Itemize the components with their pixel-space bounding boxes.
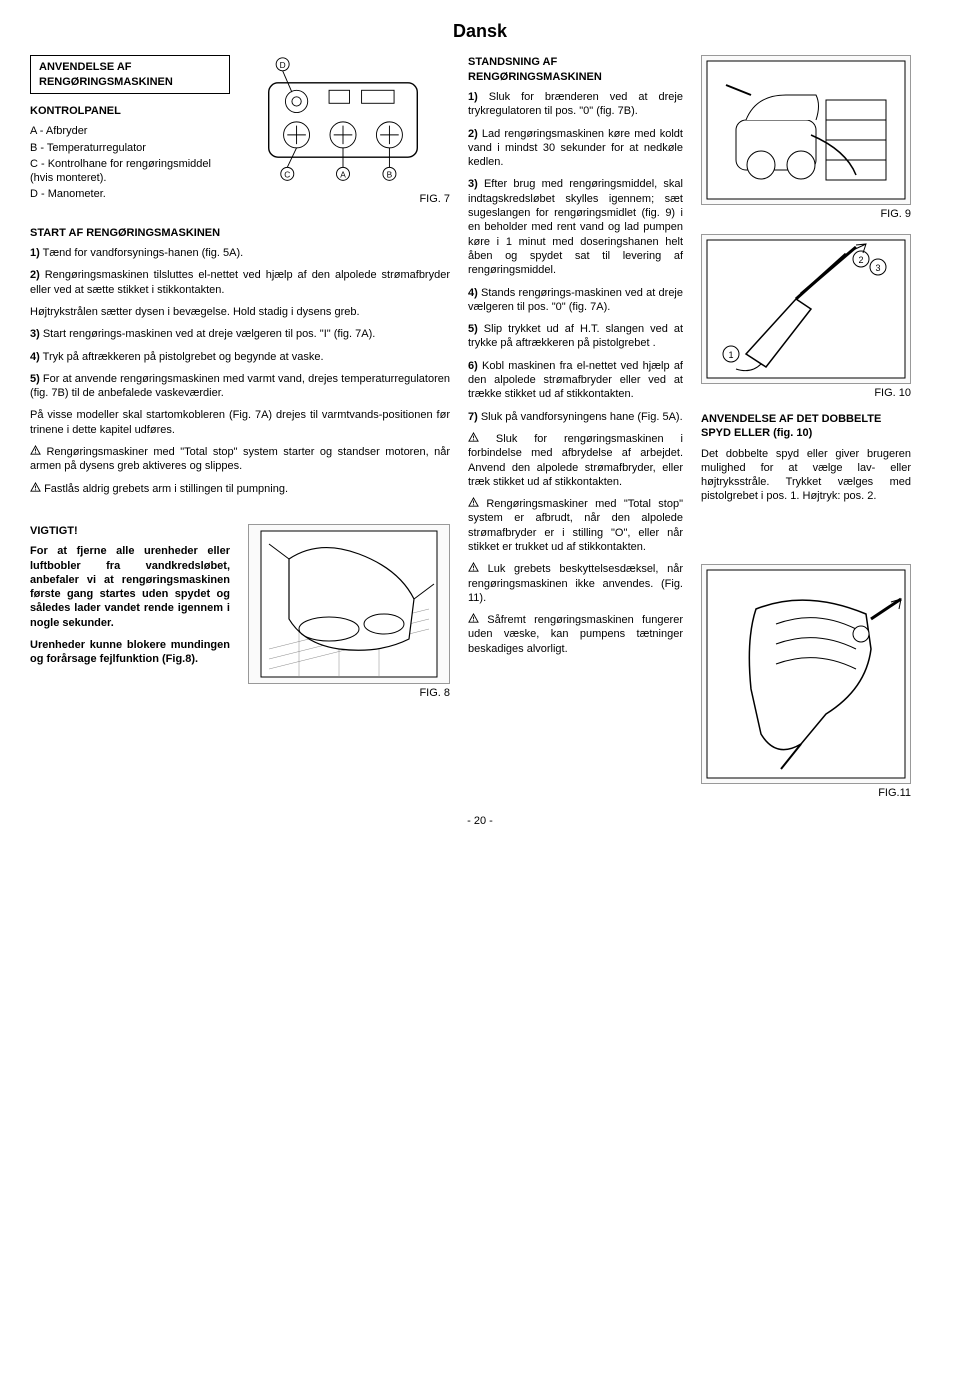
heading-start: START AF RENGØRINGSMASKINEN [30, 226, 450, 240]
fig9-label: FIG. 9 [701, 207, 911, 221]
warning-icon [468, 432, 479, 443]
p7-text: Fastlås aldrig grebets arm i stillingen … [44, 483, 288, 495]
mid-warn4: Såfremt rengøringsmaskinen fungerer uden… [468, 613, 683, 656]
column-left: ANVENDELSE AF RENGØRINGSMASKINEN KONTROL… [30, 55, 450, 800]
heading-standsning: STANDSNING AF RENGØRINGSMASKINEN [468, 55, 683, 84]
m2-text: Lad rengøringsmaskinen køre med koldt va… [468, 128, 683, 169]
m3-lead: 3) [468, 178, 478, 190]
control-d: D - Manometer. [30, 187, 230, 201]
svg-text:D: D [280, 60, 286, 70]
control-a: A - Afbryder [30, 124, 230, 138]
svg-text:C: C [284, 170, 290, 180]
p4-lead: 4) [30, 351, 40, 363]
m6-text: Kobl maskinen fra el-nettet ved hjælp af… [468, 360, 683, 401]
svg-text:3: 3 [875, 263, 880, 273]
left-p2: 2) Rengøringsmaskinen tilsluttes el-nett… [30, 268, 450, 297]
warn3-text: Luk grebets beskyttelsesdæksel, når reng… [468, 563, 683, 604]
mid-p2: 2) Lad rengøringsmaskinen køre med koldt… [468, 127, 683, 170]
page-title: Dansk [30, 20, 930, 43]
warn4-text: Såfremt rengøringsmaskinen fungerer uden… [468, 614, 683, 655]
p2-text: Rengøringsmaskinen tilsluttes el-nettet … [30, 269, 450, 295]
m1-lead: 1) [468, 91, 478, 103]
svg-text:A: A [340, 170, 346, 180]
figure-8 [248, 524, 450, 684]
column-mid: STANDSNING AF RENGØRINGSMASKINEN 1) Sluk… [468, 55, 683, 800]
figure-9 [701, 55, 911, 205]
figure-10: 2 3 1 [701, 234, 911, 384]
warning-icon [468, 613, 479, 624]
svg-text:2: 2 [858, 255, 863, 265]
control-c: C - Kontrolhane for rengøringsmiddel (hv… [30, 157, 230, 186]
figure-11 [701, 564, 911, 784]
p1-lead: 1) [30, 247, 40, 259]
vigtigt-p2: Urenheder kunne blokere mundingen og for… [30, 638, 230, 667]
left-p7: Fastlås aldrig grebets arm i stillingen … [30, 482, 450, 496]
mid-warn1: Sluk for rengøringsmaskinen i forbindels… [468, 432, 683, 489]
fig7-label: FIG. 7 [248, 192, 450, 206]
warning-icon [468, 562, 479, 573]
warning-icon [468, 497, 479, 508]
section-box-usage: ANVENDELSE AF RENGØRINGSMASKINEN [30, 55, 230, 94]
p5-text: For at anvende rengøringsmaskinen med va… [30, 373, 450, 399]
left-p2b: Højtrykstrålen sætter dysen i bevægelse.… [30, 305, 450, 319]
mid-warn3: Luk grebets beskyttelsesdæksel, når reng… [468, 562, 683, 605]
m5-text: Slip trykket ud af H.T. slangen ved at t… [468, 323, 683, 349]
warn1-text: Sluk for rengøringsmaskinen i forbindels… [468, 433, 683, 488]
m4-lead: 4) [468, 287, 478, 299]
mid-p1: 1) Sluk for brænderen ved at dreje trykr… [468, 90, 683, 119]
left-p3: 3) Start rengørings-maskinen ved at drej… [30, 327, 450, 341]
m2-lead: 2) [468, 128, 478, 140]
left-p5: 5) For at anvende rengøringsmaskinen med… [30, 372, 450, 401]
p3-text: Start rengørings-maskinen ved at dreje v… [40, 328, 376, 340]
left-p1: 1) Tænd for vandforsynings-hanen (fig. 5… [30, 246, 450, 260]
control-b: B - Temperaturregulator [30, 141, 230, 155]
warning-icon [30, 445, 41, 456]
fig10-label: FIG. 10 [701, 386, 911, 400]
fig8-label: FIG. 8 [248, 686, 450, 700]
mid-p7: 7) Sluk på vandforsyningens hane (Fig. 5… [468, 410, 683, 424]
m4-text: Stands rengørings-maskinen ved at dreje … [468, 287, 683, 313]
mid-p3: 3) Efter brug med rengøringsmiddel, skal… [468, 177, 683, 277]
left-p4: 4) Tryk på aftrækkeren på pistolgrebet o… [30, 350, 450, 364]
heading-kontrolpanel: KONTROLPANEL [30, 104, 230, 118]
m7-lead: 7) [468, 411, 478, 423]
control-list: A - Afbryder B - Temperaturregulator C -… [30, 124, 230, 201]
m6-lead: 6) [468, 360, 478, 372]
svg-text:B: B [387, 170, 393, 180]
p2-lead: 2) [30, 269, 40, 281]
m3-text: Efter brug med rengøringsmiddel, skal in… [468, 178, 683, 276]
p1-text: Tænd for vandforsynings-hanen (fig. 5A). [40, 247, 243, 259]
left-p6: Rengøringsmaskiner med "Total stop" syst… [30, 445, 450, 474]
svg-text:1: 1 [728, 350, 733, 360]
p5-lead: 5) [30, 373, 40, 385]
column-right: FIG. 9 2 3 1 FIG. 10 ANVENDELSE AF DET D… [701, 55, 911, 800]
mid-warn2: Rengøringsmaskiner med "Total stop" syst… [468, 497, 683, 554]
p4-text: Tryk på aftrækkeren på pistolgrebet og b… [40, 351, 324, 363]
mid-p6: 6) Kobl maskinen fra el-nettet ved hjælp… [468, 359, 683, 402]
heading-anvendelse-spyd: ANVENDELSE AF DET DOBBELTE SPYD ELLER (f… [701, 412, 911, 441]
m7-text: Sluk på vandforsyningens hane (Fig. 5A). [478, 411, 683, 423]
warning-icon [30, 482, 41, 493]
mid-p5: 5) Slip trykket ud af H.T. slangen ved a… [468, 322, 683, 351]
fig11-label: FIG.11 [701, 786, 911, 800]
warn2-text: Rengøringsmaskiner med "Total stop" syst… [468, 498, 683, 553]
vigtigt-p1: For at fjerne alle urenheder eller luftb… [30, 544, 230, 630]
m5-lead: 5) [468, 323, 478, 335]
page-number: - 20 - [30, 814, 930, 828]
m1-text: Sluk for brænderen ved at dreje trykregu… [468, 91, 683, 117]
left-p5b: På visse modeller skal startomkobleren (… [30, 408, 450, 437]
heading-vigtigt: VIGTIGT! [30, 524, 230, 538]
p6-text: Rengøringsmaskiner med "Total stop" syst… [30, 446, 450, 472]
mid-p4: 4) Stands rengørings-maskinen ved at dre… [468, 286, 683, 315]
anv-p: Det dobbelte spyd eller giver brugeren m… [701, 447, 911, 504]
figure-7: D C A B [248, 55, 450, 189]
p3-lead: 3) [30, 328, 40, 340]
